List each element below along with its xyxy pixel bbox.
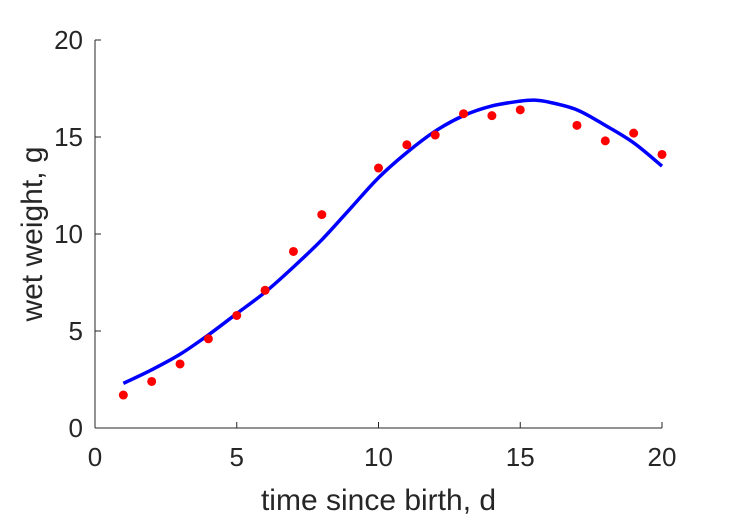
x-tick-label: 15	[506, 442, 535, 472]
x-tick-label: 5	[230, 442, 244, 472]
data-point	[515, 105, 525, 115]
data-point	[260, 285, 270, 295]
data-point	[118, 390, 128, 400]
data-point	[288, 246, 298, 256]
data-point	[374, 163, 383, 173]
data-point	[459, 109, 469, 119]
x-tick-label: 10	[364, 442, 393, 472]
y-tick-label: 10	[54, 219, 83, 249]
y-tick-label: 20	[54, 25, 83, 55]
x-tick-label: 20	[648, 442, 677, 472]
data-point	[147, 376, 157, 386]
data-points-layer	[118, 105, 667, 400]
y-tick-label: 15	[54, 122, 83, 152]
axes	[94, 39, 663, 429]
data-point	[317, 210, 327, 220]
data-point	[402, 140, 412, 150]
y-tick-label: 5	[69, 316, 83, 346]
data-point	[203, 334, 213, 344]
y-tick-label: 0	[69, 413, 83, 443]
data-point	[487, 111, 497, 121]
data-point	[657, 149, 667, 159]
data-point	[629, 128, 639, 138]
fit-line-layer	[122, 98, 664, 385]
data-point	[572, 120, 582, 130]
data-point	[175, 359, 185, 369]
x-axis-label: time since birth, d	[261, 484, 496, 517]
data-point	[430, 130, 440, 140]
data-point	[600, 136, 610, 146]
y-axis-label: wet weight, g	[16, 146, 49, 322]
x-tick-label: 0	[88, 442, 102, 472]
plot-area	[94, 39, 667, 429]
data-point	[232, 310, 242, 320]
tick-labels: 0 5 10 15 20 0 5 10 15 20	[54, 25, 676, 472]
fit-curve-line	[122, 98, 664, 385]
